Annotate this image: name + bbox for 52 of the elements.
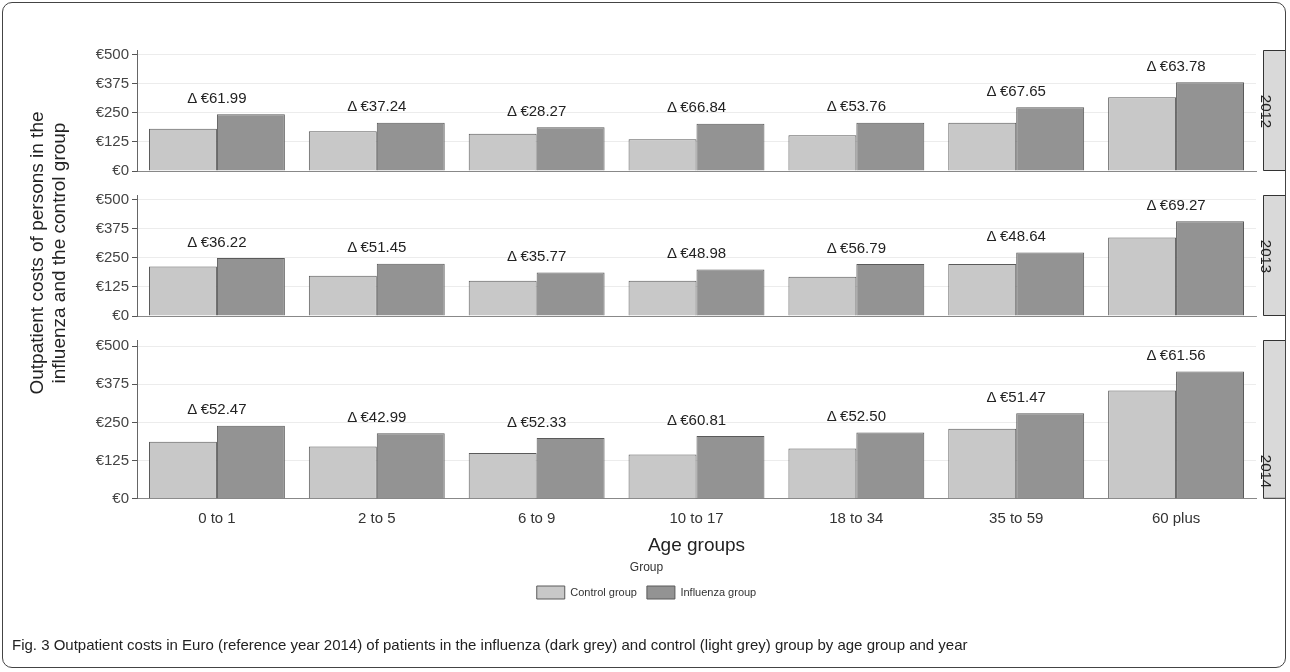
text: 2012	[1257, 94, 1275, 129]
annotation: Δ €28.27	[507, 101, 567, 119]
annotation: Δ €52.50	[826, 407, 886, 425]
annotation: Δ €48.64	[986, 227, 1046, 245]
y-tick-label: €500	[95, 336, 129, 354]
x-tick-label: 2 to 5	[358, 508, 396, 526]
x-tick-label: 0 to 1	[198, 508, 236, 526]
x-tick-label: 6 to 9	[517, 508, 556, 526]
annotation: Δ €61.99	[187, 88, 247, 106]
annotation: Δ €61.56	[1146, 346, 1206, 364]
x-tick-label: 18 to 34	[829, 508, 884, 526]
y-tick-label: €0	[112, 306, 129, 324]
annotation: Δ €69.27	[1146, 195, 1206, 213]
y-tick-label: €0	[112, 488, 129, 506]
annotation: Δ €42.99	[347, 407, 407, 425]
annotation: Δ €51.47	[986, 387, 1046, 405]
y-tick-label: €125	[95, 450, 129, 468]
legend-title: Group	[629, 559, 664, 574]
y-tick-label: €500	[95, 44, 129, 62]
y-tick-label: €250	[95, 102, 129, 120]
annotation: Δ €60.81	[666, 410, 727, 428]
y-axis-title: Outpatient costs of persons in the influenza and the control group	[26, 110, 70, 397]
annotation: Δ €52.47	[187, 400, 247, 418]
y-tick-label: €125	[95, 132, 129, 150]
annotation: Δ €35.77	[507, 247, 567, 265]
legend-label: Influenza group	[680, 585, 757, 598]
annotation: Δ €67.65	[986, 81, 1046, 99]
y-tick-label: €375	[95, 374, 129, 392]
y-tick-label: €250	[95, 412, 129, 430]
annotation: Δ €53.76	[826, 97, 886, 115]
annotation: Δ €66.84	[666, 98, 727, 116]
caption: Fig. 3 Outpatient costs in Euro (reference year 2014) of patients in the influenza (dark grey) and control (light grey) group by age group and year	[12, 636, 969, 653]
y-tick-label: €375	[95, 73, 129, 91]
annotation: Δ €63.78	[1146, 56, 1206, 74]
annotation: Δ €48.98	[666, 244, 727, 262]
text: 2014	[1257, 454, 1275, 489]
x-tick-label: 60 plus	[1151, 508, 1201, 526]
y-tick-label: €375	[95, 218, 129, 236]
annotation: Δ €51.45	[347, 238, 407, 256]
annotation: Δ €36.22	[187, 232, 247, 250]
y-tick-label: €250	[95, 247, 129, 265]
y-tick-label: €500	[95, 189, 129, 207]
y-tick-label: €125	[95, 277, 129, 295]
text: 2013	[1257, 239, 1275, 274]
x-tick-label: 35 to 59	[989, 508, 1044, 526]
annotation: Δ €52.33	[507, 412, 567, 430]
annotation: Δ €56.79	[826, 238, 886, 256]
x-tick-label: 10 to 17	[669, 508, 724, 526]
annotation: Δ €37.24	[347, 97, 407, 115]
legend-label: Control group	[570, 585, 637, 598]
y-tick-label: €0	[112, 161, 129, 179]
x-axis-title: Age groups	[647, 534, 746, 556]
